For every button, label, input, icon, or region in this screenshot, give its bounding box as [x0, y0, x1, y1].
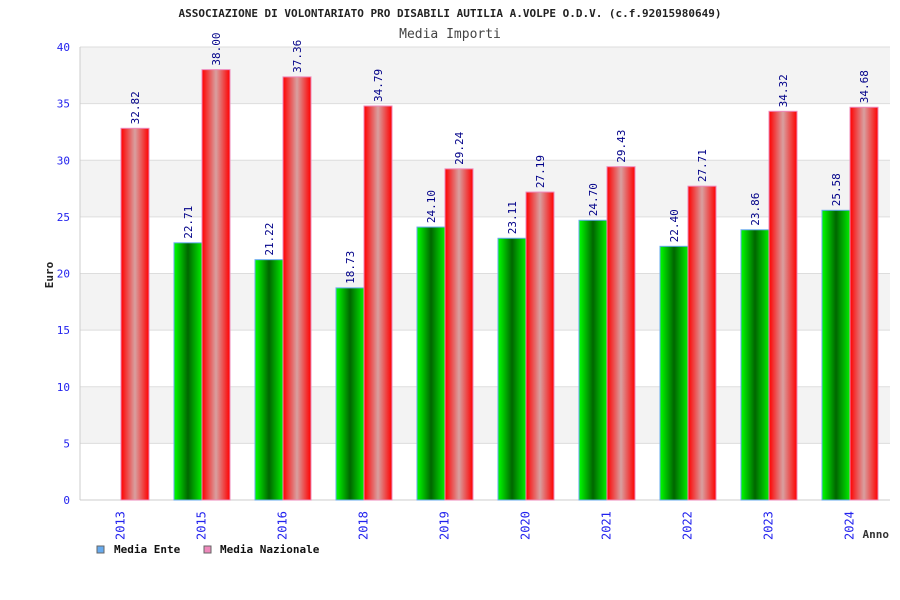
- data-label: 34.68: [858, 70, 871, 103]
- data-label: 34.32: [777, 74, 790, 107]
- bar-media-nazionale-2016: [282, 76, 312, 501]
- x-tick-label: 2015: [195, 511, 209, 540]
- data-label: 29.43: [615, 130, 628, 163]
- bar-media-ente-2018: [335, 287, 365, 501]
- bar-media-ente-2022: [659, 245, 689, 501]
- x-tick-label: 2021: [600, 511, 614, 540]
- y-tick-label: 15: [57, 324, 70, 337]
- data-label: 22.71: [182, 206, 195, 239]
- data-label: 38.00: [210, 33, 223, 66]
- y-tick-label: 20: [57, 268, 70, 281]
- data-label: 18.73: [344, 251, 357, 284]
- x-tick-label: 2013: [114, 511, 128, 540]
- bar-media-ente-2020: [497, 237, 527, 501]
- bar-media-nazionale-2013: [120, 127, 150, 501]
- y-tick-label: 40: [57, 41, 70, 54]
- data-label: 24.70: [587, 183, 600, 216]
- data-label: 22.40: [668, 209, 681, 242]
- bar-media-ente-2023: [740, 229, 770, 501]
- data-label: 25.58: [830, 173, 843, 206]
- data-label: 23.86: [749, 193, 762, 226]
- bar-media-ente-2024: [821, 209, 851, 501]
- bar-media-nazionale-2020: [525, 191, 555, 501]
- y-tick-label: 30: [57, 154, 70, 167]
- bar-media-nazionale-2019: [444, 168, 474, 501]
- y-tick-label: 35: [57, 98, 70, 111]
- bar-media-nazionale-2021: [606, 166, 636, 501]
- legend-label-ente: Media Ente: [114, 543, 181, 556]
- chart-title: ASSOCIAZIONE DI VOLONTARIATO PRO DISABIL…: [178, 7, 721, 20]
- legend-swatch-nazionale: [203, 545, 212, 554]
- bar-media-nazionale-2018: [363, 105, 393, 501]
- legend: Media Ente Media Nazionale: [96, 543, 320, 556]
- bar-media-ente-2016: [254, 259, 284, 501]
- x-axis-label: Anno: [863, 528, 890, 541]
- bar-media-ente-2015: [173, 242, 203, 501]
- data-label: 24.10: [425, 190, 438, 223]
- bar-media-nazionale-2015: [201, 69, 231, 501]
- data-label: 21.22: [263, 223, 276, 256]
- bar-media-nazionale-2022: [687, 185, 717, 501]
- data-label: 32.82: [129, 91, 142, 124]
- bar-media-ente-2021: [578, 219, 608, 501]
- bar-media-ente-2019: [416, 226, 446, 501]
- data-label: 29.24: [453, 131, 466, 164]
- data-label: 27.19: [534, 155, 547, 188]
- x-tick-label: 2023: [762, 511, 776, 540]
- y-tick-label: 5: [63, 437, 70, 450]
- bar-media-nazionale-2024: [849, 106, 879, 501]
- x-tick-label: 2024: [843, 511, 857, 540]
- data-label: 34.79: [372, 69, 385, 102]
- data-label: 27.71: [696, 149, 709, 182]
- chart-subtitle: Media Importi: [399, 27, 501, 42]
- bar-media-nazionale-2023: [768, 110, 798, 501]
- data-label: 23.11: [506, 201, 519, 234]
- data-label: 37.36: [291, 40, 304, 73]
- x-tick-label: 2016: [276, 511, 290, 540]
- x-tick-label: 2022: [681, 511, 695, 540]
- y-tick-label: 10: [57, 381, 70, 394]
- x-tick-label: 2019: [438, 511, 452, 540]
- legend-swatch-ente: [96, 545, 105, 554]
- legend-label-nazionale: Media Nazionale: [220, 543, 320, 556]
- y-axis-label: Euro: [43, 261, 56, 288]
- x-tick-label: 2020: [519, 511, 533, 540]
- y-tick-label: 25: [57, 211, 70, 224]
- x-tick-label: 2018: [357, 511, 371, 540]
- y-tick-label: 0: [63, 494, 70, 507]
